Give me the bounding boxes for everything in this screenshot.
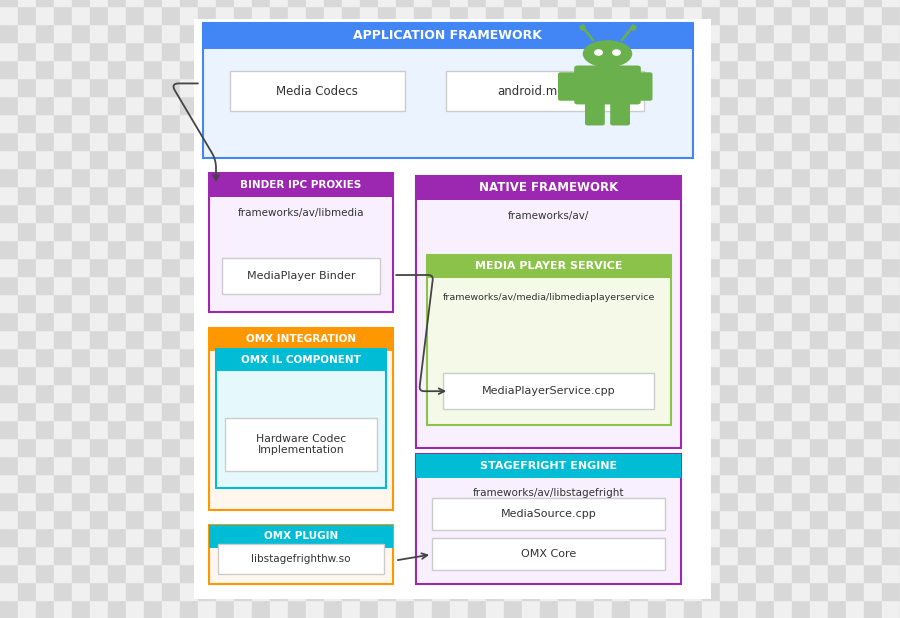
FancyBboxPatch shape bbox=[416, 176, 681, 448]
FancyBboxPatch shape bbox=[222, 258, 380, 294]
FancyBboxPatch shape bbox=[225, 418, 377, 471]
Text: BINDER IPC PROXIES: BINDER IPC PROXIES bbox=[240, 180, 362, 190]
FancyBboxPatch shape bbox=[209, 328, 393, 351]
FancyBboxPatch shape bbox=[230, 71, 405, 111]
Circle shape bbox=[613, 50, 620, 55]
Circle shape bbox=[595, 50, 602, 55]
FancyBboxPatch shape bbox=[209, 173, 393, 312]
Text: OMX PLUGIN: OMX PLUGIN bbox=[264, 531, 338, 541]
FancyBboxPatch shape bbox=[443, 373, 654, 409]
Text: OMX IL COMPONENT: OMX IL COMPONENT bbox=[241, 355, 361, 365]
Text: STAGEFRIGHT ENGINE: STAGEFRIGHT ENGINE bbox=[480, 461, 617, 471]
Text: frameworks/av/libmedia: frameworks/av/libmedia bbox=[238, 208, 364, 218]
Text: MediaPlayer Binder: MediaPlayer Binder bbox=[247, 271, 356, 281]
Text: MEDIA PLAYER SERVICE: MEDIA PLAYER SERVICE bbox=[475, 261, 622, 271]
Text: OMX Core: OMX Core bbox=[521, 549, 576, 559]
FancyBboxPatch shape bbox=[216, 349, 386, 371]
FancyBboxPatch shape bbox=[194, 19, 711, 599]
Text: OMX INTEGRATION: OMX INTEGRATION bbox=[246, 334, 356, 344]
Text: MediaSource.cpp: MediaSource.cpp bbox=[500, 509, 597, 519]
FancyBboxPatch shape bbox=[634, 72, 652, 101]
FancyBboxPatch shape bbox=[446, 71, 644, 111]
Text: NATIVE FRAMEWORK: NATIVE FRAMEWORK bbox=[479, 181, 618, 195]
Text: libstagefrighthw.so: libstagefrighthw.so bbox=[251, 554, 351, 564]
Text: MediaPlayerService.cpp: MediaPlayerService.cpp bbox=[482, 386, 616, 396]
FancyBboxPatch shape bbox=[202, 23, 693, 49]
Text: Hardware Codec
Implementation: Hardware Codec Implementation bbox=[256, 434, 346, 455]
FancyBboxPatch shape bbox=[427, 255, 670, 278]
FancyBboxPatch shape bbox=[574, 66, 641, 104]
Text: frameworks/av/: frameworks/av/ bbox=[508, 211, 590, 221]
Text: frameworks/av/media/libmediaplayerservice: frameworks/av/media/libmediaplayerservic… bbox=[443, 294, 654, 302]
Text: APPLICATION FRAMEWORK: APPLICATION FRAMEWORK bbox=[354, 29, 542, 43]
FancyBboxPatch shape bbox=[216, 349, 386, 488]
FancyBboxPatch shape bbox=[416, 176, 681, 200]
FancyBboxPatch shape bbox=[432, 498, 665, 530]
FancyBboxPatch shape bbox=[209, 525, 393, 584]
FancyBboxPatch shape bbox=[558, 72, 576, 101]
Text: android.media.*: android.media.* bbox=[497, 85, 592, 98]
FancyBboxPatch shape bbox=[202, 23, 693, 158]
FancyBboxPatch shape bbox=[218, 544, 384, 574]
Text: Media Codecs: Media Codecs bbox=[276, 85, 358, 98]
FancyBboxPatch shape bbox=[209, 525, 393, 548]
FancyBboxPatch shape bbox=[610, 97, 630, 125]
Text: frameworks/av/libstagefright: frameworks/av/libstagefright bbox=[472, 488, 625, 497]
FancyBboxPatch shape bbox=[585, 97, 605, 125]
FancyBboxPatch shape bbox=[416, 454, 681, 478]
FancyBboxPatch shape bbox=[209, 173, 393, 197]
FancyBboxPatch shape bbox=[427, 255, 670, 425]
FancyBboxPatch shape bbox=[209, 328, 393, 510]
Ellipse shape bbox=[583, 40, 632, 67]
FancyBboxPatch shape bbox=[416, 454, 681, 584]
FancyBboxPatch shape bbox=[432, 538, 665, 570]
